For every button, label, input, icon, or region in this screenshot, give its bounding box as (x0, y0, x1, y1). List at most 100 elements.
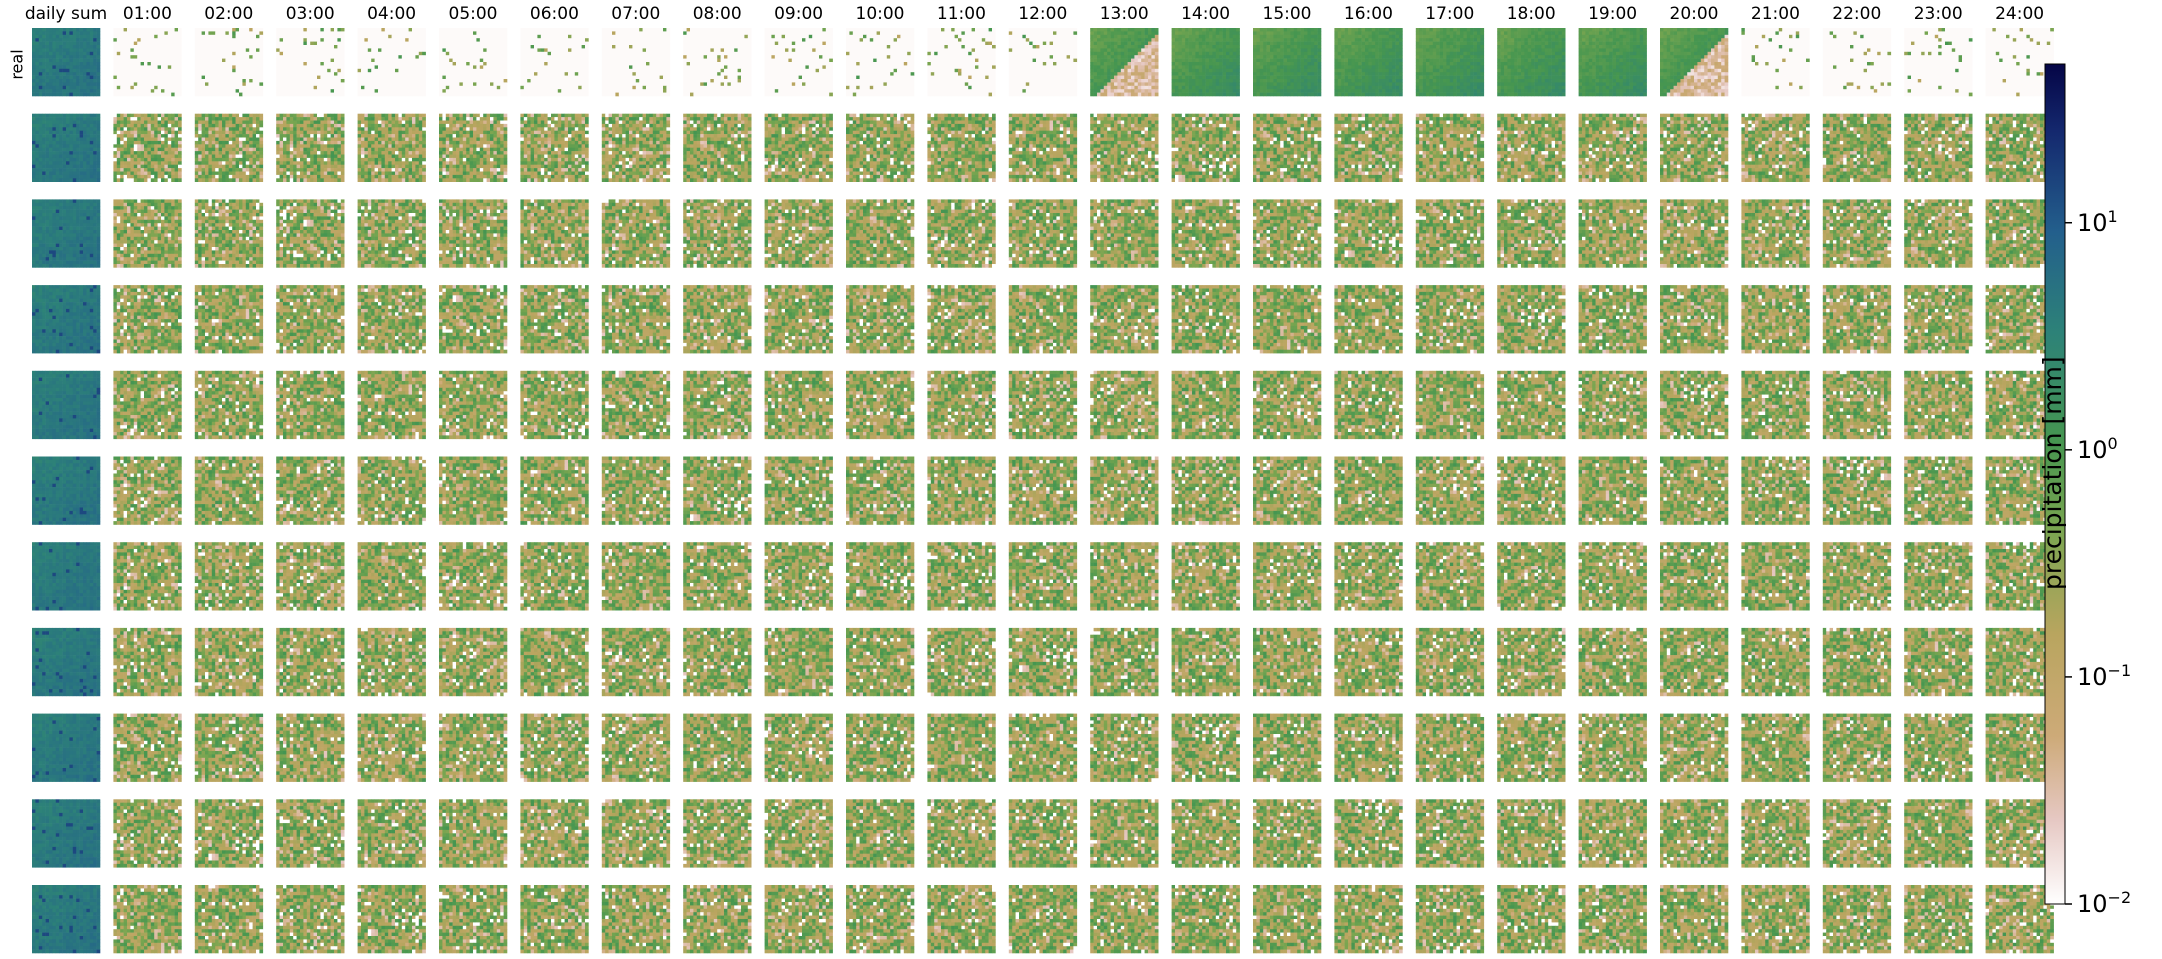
heatmap-panel (1416, 199, 1484, 267)
heatmap-panel (602, 799, 670, 867)
heatmap-panel (1579, 885, 1647, 953)
heatmap-panel (765, 714, 833, 782)
heatmap-panel (439, 457, 507, 525)
heatmap-panel (1253, 28, 1321, 96)
heatmap-panel (1497, 628, 1565, 696)
heatmap-panel (1334, 799, 1402, 867)
heatmap-panel (276, 28, 344, 96)
heatmap-panel (1904, 799, 1972, 867)
heatmap-panel (358, 199, 426, 267)
heatmap-panel (1090, 799, 1158, 867)
heatmap-panel (1253, 628, 1321, 696)
heatmap-panel (602, 885, 670, 953)
heatmap-panel (1741, 714, 1809, 782)
heatmap-panel (1823, 542, 1891, 610)
heatmap-panel (602, 457, 670, 525)
heatmap-panel (683, 885, 751, 953)
heatmap-panel (195, 371, 263, 439)
heatmap-panel (113, 885, 181, 953)
heatmap-panel (113, 28, 181, 96)
heatmap-panel (1497, 457, 1565, 525)
heatmap-panel (520, 371, 588, 439)
heatmap-panel (113, 542, 181, 610)
heatmap-panel (1904, 114, 1972, 182)
heatmap-panel (276, 714, 344, 782)
heatmap-panel (358, 285, 426, 353)
heatmap-panel (1416, 114, 1484, 182)
heatmap-panel (1416, 885, 1484, 953)
heatmap-panel (1823, 628, 1891, 696)
heatmap-panel (1660, 371, 1728, 439)
heatmap-panel (1660, 114, 1728, 182)
colorbar-tick-label: 10−1 (2077, 661, 2131, 691)
heatmap-panel (520, 714, 588, 782)
heatmap-panel (1741, 457, 1809, 525)
heatmap-panel (846, 371, 914, 439)
heatmap-panel (195, 199, 263, 267)
heatmap-panel (1090, 199, 1158, 267)
heatmap-panel (1334, 28, 1402, 96)
heatmap-panel (1579, 371, 1647, 439)
heatmap-panel (1904, 628, 1972, 696)
heatmap-panel (113, 628, 181, 696)
heatmap-panel (520, 285, 588, 353)
heatmap-panel (1660, 199, 1728, 267)
heatmap-panel (1497, 285, 1565, 353)
heatmap-panel (602, 628, 670, 696)
heatmap-panel (927, 28, 995, 96)
heatmap-panel (1090, 285, 1158, 353)
heatmap-panel (1334, 199, 1402, 267)
heatmap-panel (1579, 285, 1647, 353)
heatmap-panel (1172, 114, 1240, 182)
heatmap-panel (1823, 371, 1891, 439)
heatmap-panel (1253, 542, 1321, 610)
heatmap-panel (1823, 114, 1891, 182)
heatmap-panel (1009, 714, 1077, 782)
heatmap-panel (1253, 714, 1321, 782)
heatmap-panel (1009, 457, 1077, 525)
heatmap-panel (683, 542, 751, 610)
heatmap-panel (1904, 371, 1972, 439)
heatmap-panel (1416, 714, 1484, 782)
heatmap-panel (927, 285, 995, 353)
heatmap-panel (1741, 114, 1809, 182)
heatmap-panel (1172, 714, 1240, 782)
heatmap-panel (439, 371, 507, 439)
heatmap-panel (846, 199, 914, 267)
heatmap-panel (439, 628, 507, 696)
heatmap-panel (439, 285, 507, 353)
heatmap-panel (32, 457, 100, 525)
heatmap-panel (1579, 542, 1647, 610)
heatmap-panel (1497, 114, 1565, 182)
heatmap-panel (927, 799, 995, 867)
heatmap-panel (520, 114, 588, 182)
heatmap-panel (358, 114, 426, 182)
heatmap-panel (846, 285, 914, 353)
heatmap-panel (276, 285, 344, 353)
heatmap-panel (358, 542, 426, 610)
heatmap-panel (1334, 457, 1402, 525)
heatmap-panel (520, 542, 588, 610)
heatmap-panel (1172, 799, 1240, 867)
heatmap-panel (1009, 628, 1077, 696)
heatmap-panel (32, 371, 100, 439)
heatmap-panel (113, 714, 181, 782)
heatmap-panel (1660, 542, 1728, 610)
heatmap-panel (1253, 371, 1321, 439)
heatmap-panel (846, 799, 914, 867)
heatmap-panel (1741, 799, 1809, 867)
heatmap-panel (846, 114, 914, 182)
heatmap-panel (846, 457, 914, 525)
heatmap-panel (1416, 371, 1484, 439)
heatmap-panel (1253, 114, 1321, 182)
heatmap-panel (358, 28, 426, 96)
heatmap-panel (1009, 28, 1077, 96)
heatmap-panel (1823, 285, 1891, 353)
heatmap-panel (32, 885, 100, 953)
heatmap-panel (1009, 371, 1077, 439)
heatmap-panel (1497, 371, 1565, 439)
heatmap-panel (32, 199, 100, 267)
heatmap-panel (683, 285, 751, 353)
heatmap-panel (195, 885, 263, 953)
